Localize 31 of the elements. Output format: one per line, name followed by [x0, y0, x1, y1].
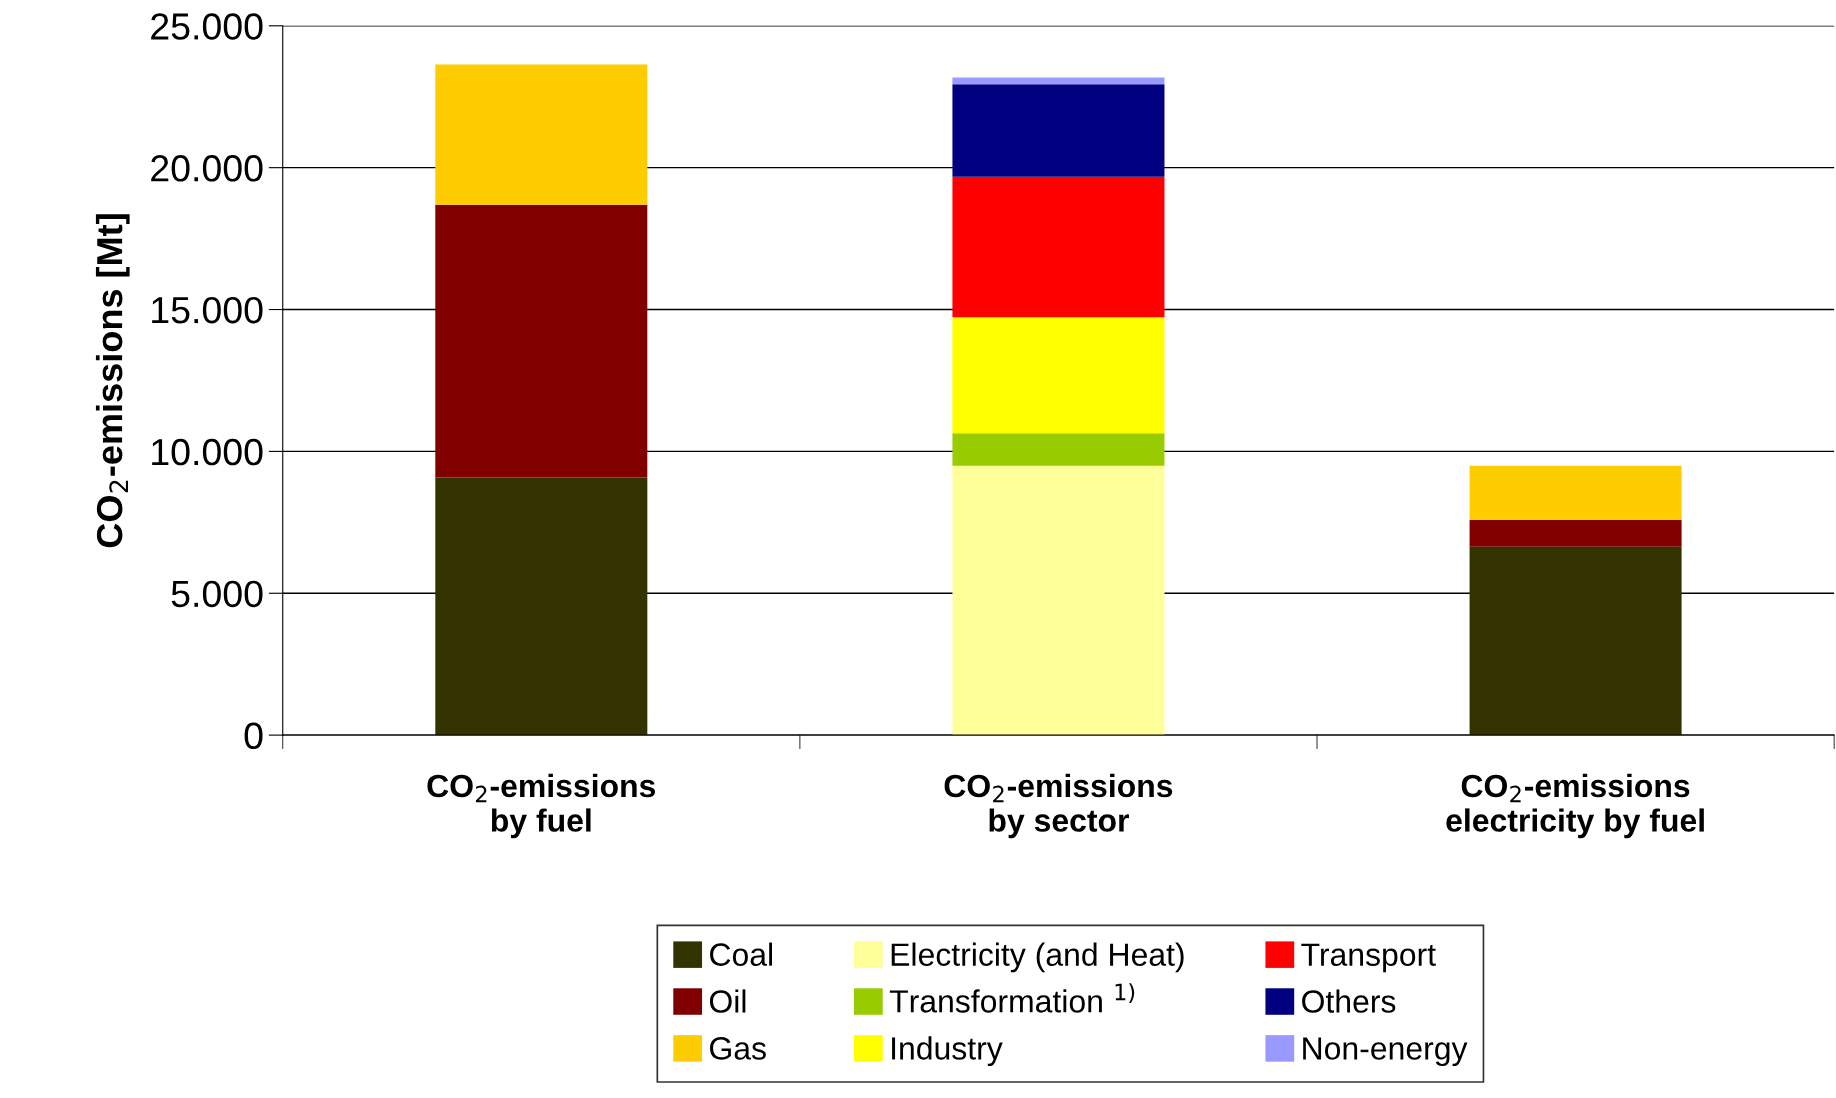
legend-label: Oil — [709, 989, 746, 1013]
bar — [952, 433, 1165, 466]
bar — [435, 64, 648, 205]
bar — [1469, 546, 1682, 736]
legend-label: Others — [1302, 989, 1396, 1013]
legend-label: Transformation $^{1)}$ — [889, 983, 1135, 1013]
y-tick-label: 25.000 — [151, 13, 263, 40]
legend-label: Non-energy — [1303, 1037, 1468, 1067]
x-tick-label: CO$_{2}$-emissions by sector — [944, 773, 1173, 839]
x-tick-label: CO$_{2}$-emissions by fuel — [427, 773, 656, 839]
x-tick-label: CO$_{2}$-emissions electricity by fuel — [1446, 773, 1704, 839]
legend-label: Electricity (and Heat) — [891, 942, 1184, 973]
bar — [1469, 519, 1682, 547]
bar — [435, 477, 648, 736]
bar — [952, 176, 1165, 318]
bar — [952, 317, 1165, 434]
y-tick-label: 5.000 — [171, 580, 263, 608]
y-axis-title: CO$_{2}$-emissions [Mt] — [95, 214, 130, 548]
bar — [952, 84, 1165, 177]
legend-label: Industry — [892, 1036, 1003, 1067]
bar — [952, 465, 1165, 736]
y-tick-label: 0 — [244, 722, 263, 750]
bar — [435, 204, 648, 478]
y-tick-label: 20.000 — [151, 155, 263, 182]
bar — [952, 77, 1165, 85]
legend-label: Gas — [710, 1037, 766, 1060]
bar — [1469, 465, 1682, 520]
y-tick-label: 15.000 — [152, 296, 263, 324]
y-tick-label: 10.000 — [152, 438, 263, 466]
legend-label: Transport — [1301, 943, 1436, 973]
legend-label: Coal — [710, 942, 772, 966]
